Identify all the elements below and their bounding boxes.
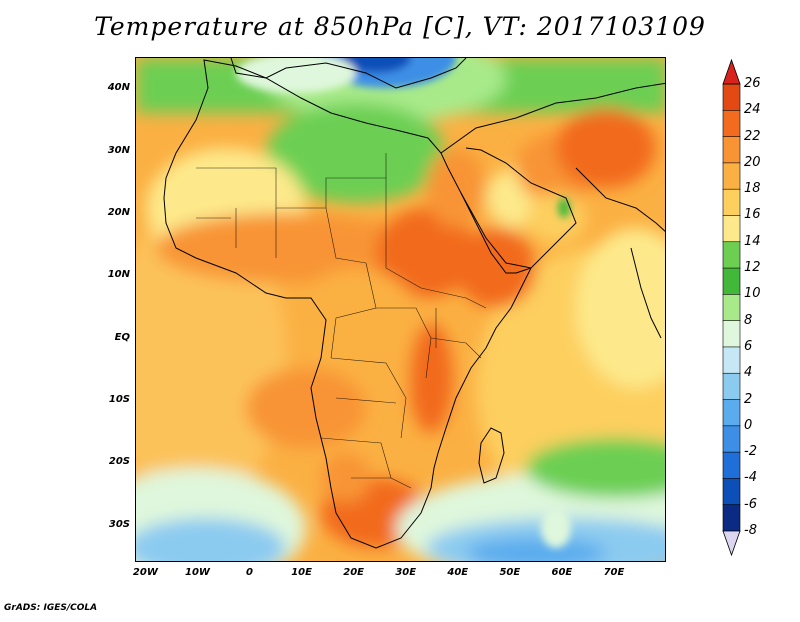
lon-label: 0 <box>246 567 253 578</box>
colorbar-level-label: 14 <box>744 233 761 249</box>
indian-green-band <box>526 438 665 498</box>
lat-label: 20S <box>108 456 130 468</box>
colorbar-level-label: 26 <box>744 76 761 91</box>
lat-label: 30N <box>107 144 130 156</box>
colorbar-swatch <box>722 346 741 375</box>
east-africa-hot <box>409 323 453 433</box>
angola-warm <box>246 368 366 448</box>
colorbar-max-arrow <box>722 58 741 85</box>
colorbar-swatch <box>722 267 741 296</box>
colorbar-level-label: -4 <box>744 470 757 486</box>
country-borders <box>196 153 487 489</box>
colorbar-swatch <box>722 425 741 453</box>
lon-label: 10W <box>184 567 210 578</box>
iran-hot <box>556 108 656 188</box>
lon-label: 30E <box>395 567 417 578</box>
europe-coldest <box>341 58 411 73</box>
colorbar-swatch <box>722 162 741 190</box>
colorbar-swatch <box>722 241 741 269</box>
lon-label: 20W <box>132 567 158 578</box>
sahel-warm <box>156 213 416 283</box>
colorbar-level-label: -8 <box>744 523 757 538</box>
colorbar-level-label: 12 <box>744 260 761 276</box>
lon-label: 10E <box>291 567 312 578</box>
red-sea-warm <box>426 148 486 228</box>
colorbar-level-label: 4 <box>744 365 753 381</box>
colorbar-swatch <box>722 320 741 348</box>
grads-credit: GrADS: IGES/COLA <box>4 603 98 613</box>
south-patch <box>541 508 571 548</box>
colorbar-swatch <box>722 215 741 243</box>
temperature-map-canvas <box>136 58 665 561</box>
colorbar-level-label: -6 <box>744 496 757 512</box>
europe-coast <box>230 58 467 89</box>
lat-label: 40N <box>107 82 130 94</box>
sudan-hot <box>376 208 476 298</box>
arabia-yellow <box>526 193 586 243</box>
libya-green <box>266 103 446 203</box>
colorbar-swatch <box>722 399 741 427</box>
arabian-sea-field <box>576 228 665 388</box>
namibia-warm <box>321 453 371 503</box>
colorbar-swatch <box>722 294 741 322</box>
lon-label: 20E <box>343 567 365 578</box>
colorbar-swatch <box>722 478 741 506</box>
colorbar-swatch <box>722 188 741 217</box>
lat-label: EQ <box>114 331 130 343</box>
colorbar-level-label: 2 <box>744 391 753 407</box>
temperature-map <box>135 57 666 562</box>
page-title: Temperature at 850hPa [C], VT: 201710310… <box>94 12 706 41</box>
coastlines <box>163 58 665 549</box>
colorbar-swatch <box>722 83 741 112</box>
iberia-cool <box>236 58 356 93</box>
africa-coastline <box>163 59 532 549</box>
lat-label: 10S <box>108 393 130 405</box>
colorbar-level-label: 0 <box>744 417 753 433</box>
colorbar-min-arrow <box>722 530 741 557</box>
lon-label: 60E <box>551 567 573 578</box>
colorbar-level-label: 10 <box>744 286 761 302</box>
madagascar-coastline <box>478 427 505 484</box>
lat-label: 20N <box>107 206 130 218</box>
lon-label: 40E <box>447 567 469 578</box>
india-coast <box>630 247 662 339</box>
colorbar-level-label: 16 <box>744 207 761 223</box>
iran-coast <box>575 167 665 232</box>
ethiopia-hot <box>456 228 536 308</box>
colorbar-swatch <box>722 504 741 532</box>
arabia-green-dot <box>558 198 570 218</box>
colorbar-level-label: 18 <box>744 181 761 197</box>
arabia-coastline <box>460 147 577 269</box>
colorbar-level-label: 20 <box>744 154 761 170</box>
atlantic-field <box>136 208 286 508</box>
south-indian-colder <box>466 538 606 561</box>
colorbar-level-label: 8 <box>744 312 753 328</box>
asia-coast-north <box>440 82 665 154</box>
colorbar-level-label: 24 <box>744 102 761 118</box>
south-atlantic-cold <box>136 518 286 561</box>
colorbar-swatch <box>722 451 741 480</box>
lon-label: 70E <box>603 567 625 578</box>
colorbar-swatch <box>722 136 741 164</box>
colorbar-level-label: -2 <box>744 444 757 460</box>
colorbar-level-label: 22 <box>744 128 761 144</box>
lon-label: 50E <box>499 567 521 578</box>
lat-label: 10N <box>107 269 130 281</box>
lat-label: 30S <box>108 518 130 530</box>
colorbar-swatch <box>722 372 741 401</box>
colorbar-swatch <box>722 109 741 138</box>
colorbar-level-label: 6 <box>744 338 753 354</box>
